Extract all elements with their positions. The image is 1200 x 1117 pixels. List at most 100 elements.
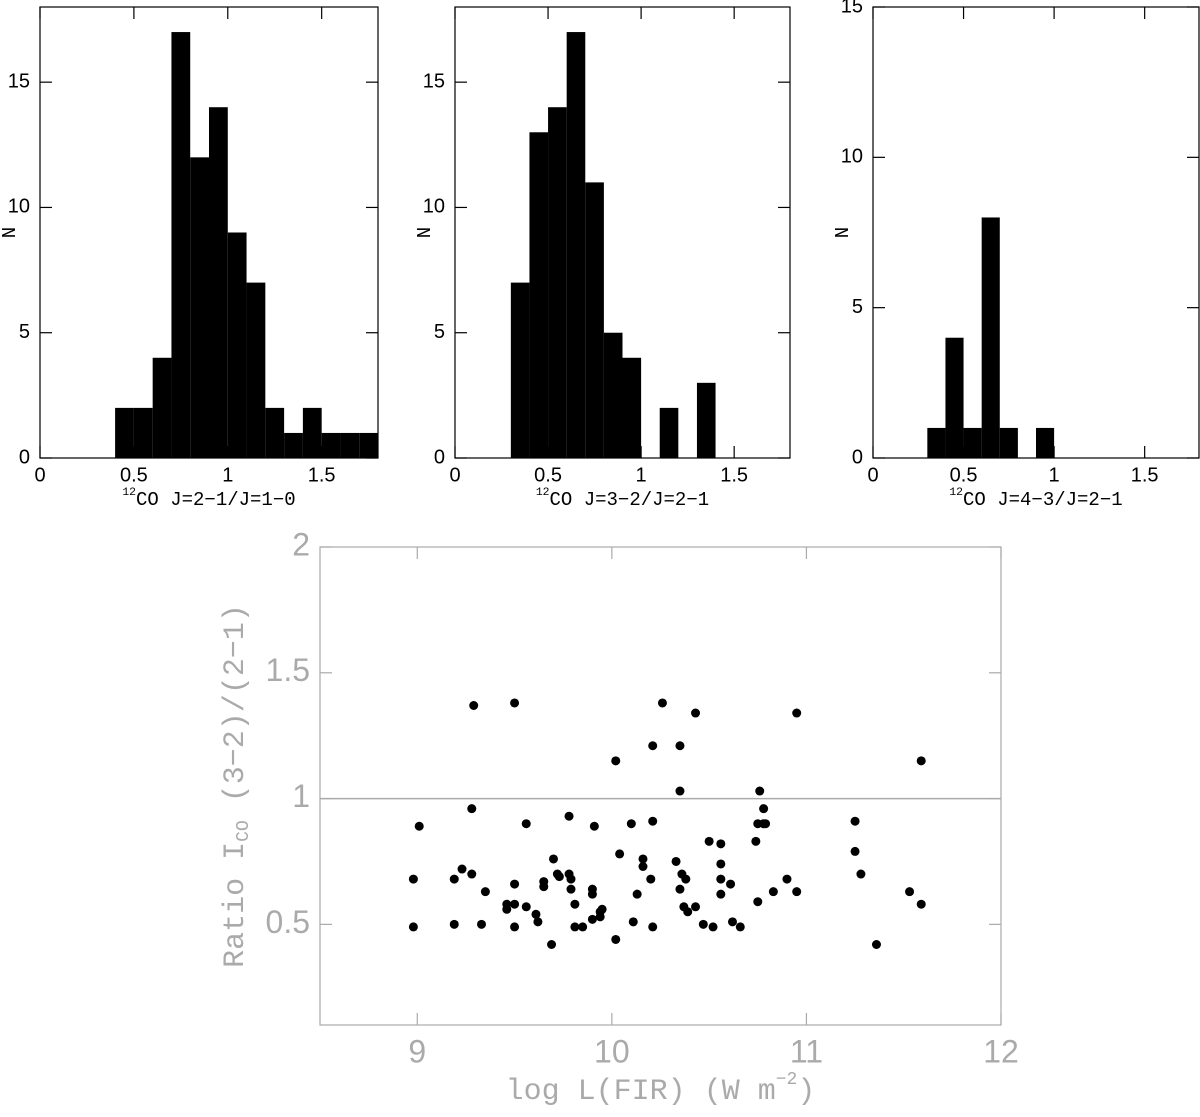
y-tick-label: 15 bbox=[841, 0, 863, 17]
bar bbox=[340, 432, 360, 458]
point bbox=[548, 854, 558, 864]
y-tick-label: 5 bbox=[852, 296, 863, 318]
point bbox=[408, 922, 418, 932]
plot-frame bbox=[454, 6, 791, 459]
plot-frame bbox=[39, 6, 379, 459]
bar bbox=[115, 407, 134, 458]
x-axis-label: 12CO J=2−1/J=1−0 bbox=[122, 487, 295, 511]
point bbox=[570, 922, 580, 932]
point bbox=[408, 874, 418, 884]
point bbox=[755, 786, 765, 796]
x-axis-label: 12CO J=4−3/J=2−1 bbox=[949, 487, 1122, 511]
x-tick-label: 1.5 bbox=[308, 464, 336, 486]
point bbox=[792, 887, 802, 897]
x-axis-label: log L(FIR) (W m−2) bbox=[506, 1070, 816, 1109]
x-tick-label: 11 bbox=[790, 1033, 823, 1069]
point bbox=[850, 816, 860, 826]
x-tick-label: 1.5 bbox=[720, 464, 748, 486]
x-tick-label: 0.5 bbox=[120, 464, 148, 486]
point bbox=[531, 909, 541, 919]
point bbox=[469, 700, 479, 710]
x-tick-label: 0 bbox=[449, 464, 460, 486]
y-axis-label: N bbox=[0, 227, 21, 238]
bar bbox=[548, 107, 567, 458]
bar bbox=[190, 157, 209, 459]
point bbox=[916, 756, 926, 766]
y-tick-label: 0 bbox=[852, 446, 863, 468]
point bbox=[856, 869, 866, 879]
point bbox=[691, 708, 701, 718]
point bbox=[716, 874, 726, 884]
x-tick-label: 12 bbox=[983, 1033, 1019, 1069]
bar bbox=[246, 282, 266, 458]
point bbox=[615, 849, 625, 859]
x-axis-label: 12CO J=3−2/J=2−1 bbox=[536, 487, 709, 511]
bar bbox=[284, 432, 303, 458]
x-axis-label-text: CO J=4−3/J=2−1 bbox=[963, 489, 1123, 511]
point bbox=[554, 872, 564, 882]
plot-frame bbox=[319, 546, 1002, 1026]
y-tick-label: 2 bbox=[292, 526, 310, 562]
bar bbox=[585, 182, 604, 458]
point bbox=[476, 919, 486, 929]
point bbox=[646, 874, 656, 884]
x-tick-label: 1 bbox=[222, 464, 233, 486]
point bbox=[735, 922, 745, 932]
point bbox=[595, 912, 605, 922]
point bbox=[905, 887, 915, 897]
point bbox=[638, 862, 648, 872]
y-axis-label: Ratio ICO (3−2)/(2−1) bbox=[219, 604, 254, 968]
point bbox=[657, 698, 667, 708]
y-tick-label: 0 bbox=[19, 446, 30, 468]
y-tick-label: 5 bbox=[19, 321, 30, 343]
point bbox=[626, 819, 636, 829]
point bbox=[759, 804, 769, 814]
x-axis-label-superscript: 12 bbox=[122, 487, 136, 499]
y-axis-label-text: N bbox=[832, 227, 854, 238]
bar bbox=[529, 132, 549, 458]
x-tick-label: 0 bbox=[34, 464, 45, 486]
bar bbox=[927, 427, 946, 458]
bar bbox=[999, 427, 1018, 458]
y-axis-label: N bbox=[414, 227, 436, 238]
y-axis-label-text: (3−2)/(2−1) bbox=[219, 604, 253, 820]
point bbox=[648, 741, 658, 751]
point bbox=[632, 889, 642, 899]
bar bbox=[603, 332, 623, 458]
point bbox=[480, 887, 490, 897]
bar bbox=[566, 32, 586, 459]
bar bbox=[152, 357, 172, 458]
point bbox=[691, 902, 701, 912]
y-axis-label-text: N bbox=[0, 227, 21, 238]
y-tick-label: 1 bbox=[292, 778, 310, 814]
point bbox=[449, 874, 459, 884]
point bbox=[502, 904, 512, 914]
point bbox=[648, 816, 658, 826]
point bbox=[716, 839, 726, 849]
point bbox=[708, 922, 718, 932]
bar bbox=[1036, 427, 1055, 458]
point bbox=[587, 914, 597, 924]
point bbox=[716, 859, 726, 869]
point bbox=[675, 884, 685, 894]
point bbox=[628, 917, 638, 927]
point bbox=[681, 874, 691, 884]
point bbox=[570, 899, 580, 909]
x-tick-label: 1 bbox=[1049, 464, 1060, 486]
point bbox=[671, 856, 681, 866]
x-tick-label: 0.5 bbox=[950, 464, 978, 486]
y-tick-label: 15 bbox=[8, 70, 30, 92]
point bbox=[510, 879, 520, 889]
point bbox=[698, 919, 708, 929]
bar bbox=[659, 407, 679, 458]
point bbox=[716, 889, 726, 899]
point bbox=[704, 836, 714, 846]
bar bbox=[171, 32, 191, 459]
x-axis-label-text: CO J=3−2/J=2−1 bbox=[550, 489, 710, 511]
point bbox=[727, 917, 737, 927]
point bbox=[675, 741, 685, 751]
point bbox=[611, 934, 621, 944]
point bbox=[539, 882, 549, 892]
x-axis-label-text: ) bbox=[797, 1075, 815, 1109]
